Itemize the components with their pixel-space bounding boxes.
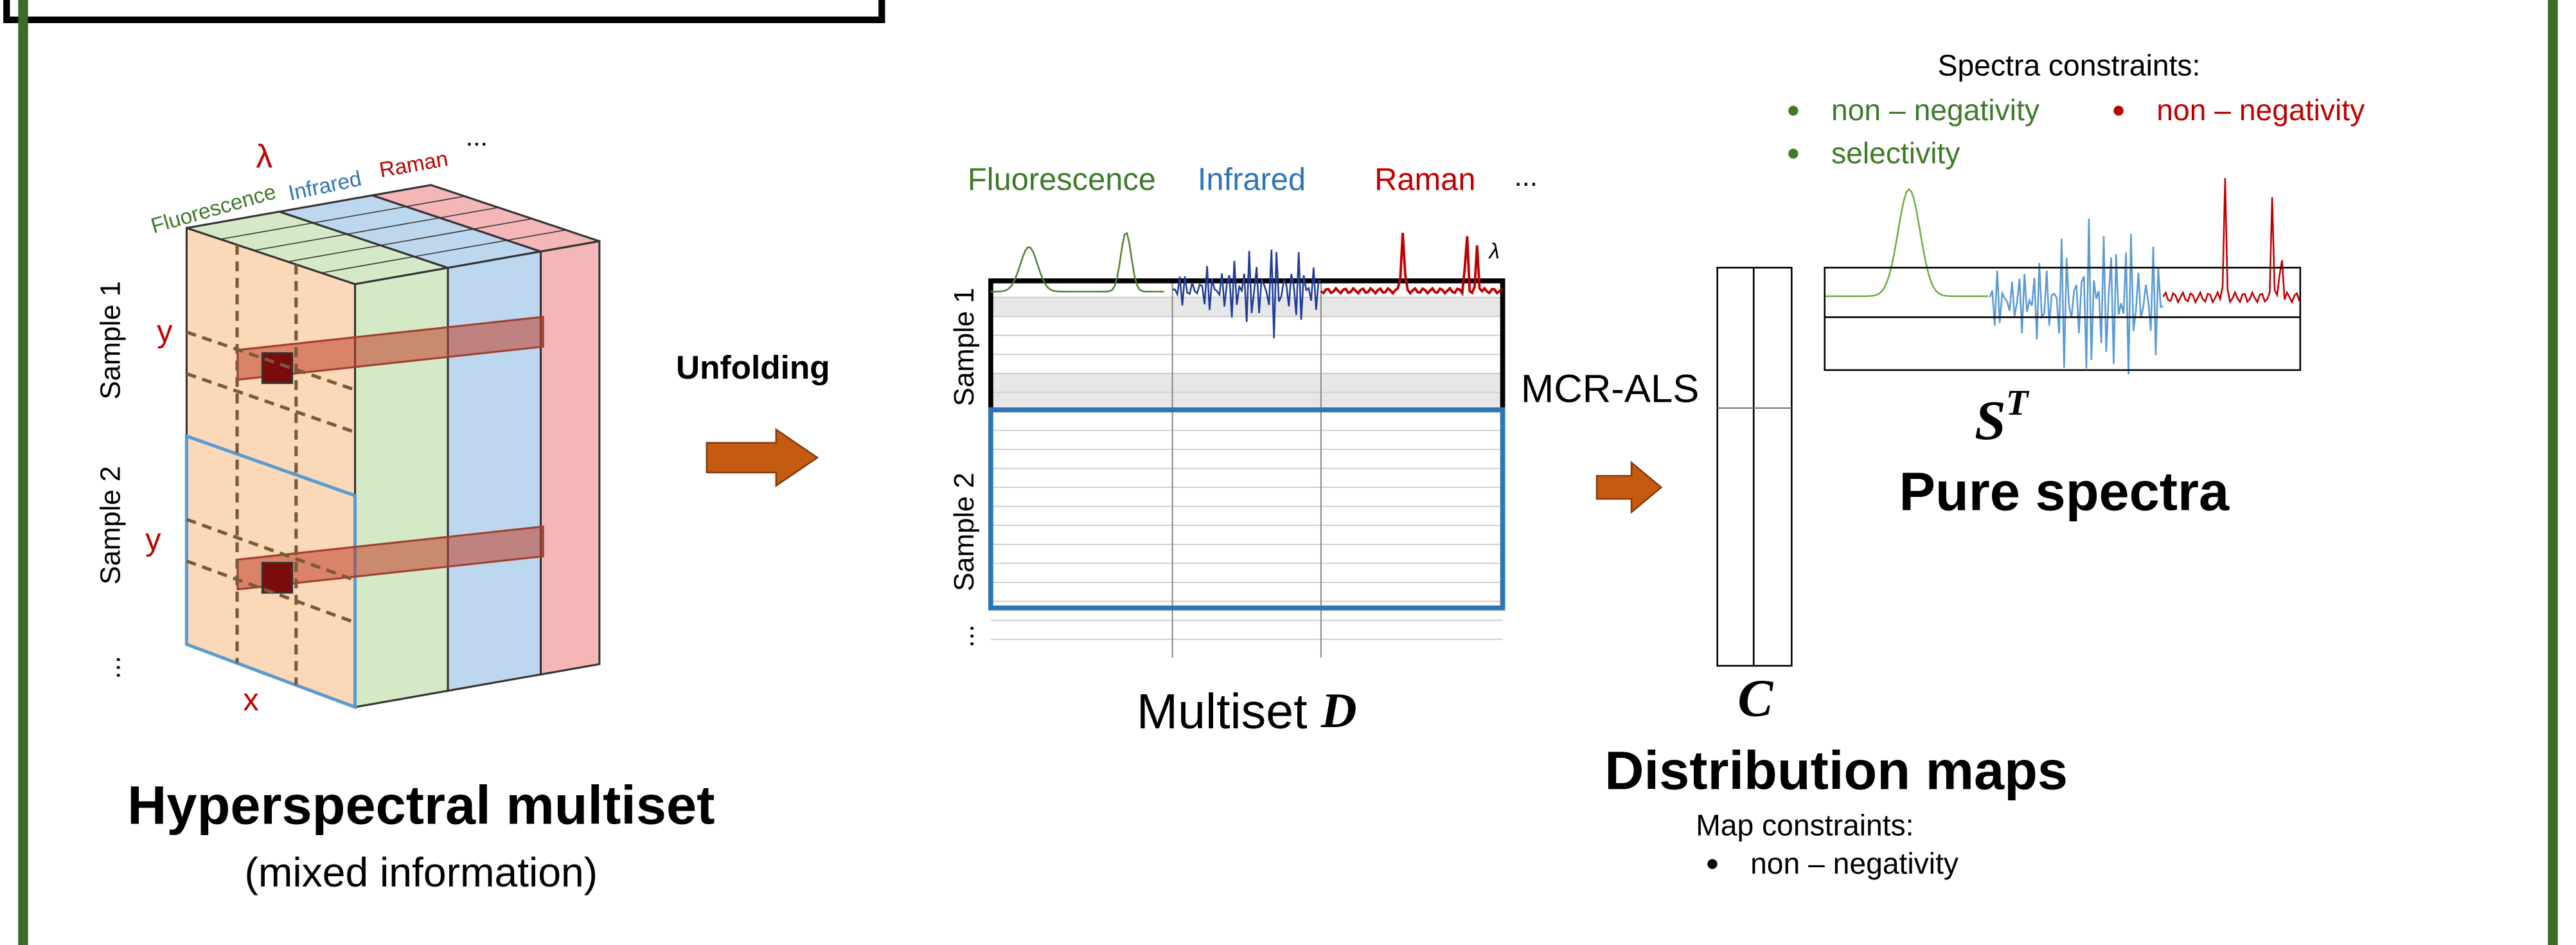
s-matrix — [1824, 267, 2302, 371]
sample-label: Sample 1 — [948, 287, 980, 406]
arrow — [1595, 460, 1663, 514]
panel-title: Hyperspectral multiset — [127, 775, 715, 836]
axis-label: x — [243, 683, 258, 717]
dash — [186, 330, 356, 392]
modality: ... — [1515, 161, 1538, 192]
side-slab — [447, 250, 542, 692]
slab-line — [220, 222, 314, 240]
maps-title: Distribution maps — [1604, 740, 2068, 801]
modality: Fluorescence — [968, 163, 1156, 197]
cube — [184, 184, 601, 710]
c-symbol: C — [1737, 669, 1773, 728]
modality: ... — [466, 122, 488, 152]
lambda: λ — [1488, 240, 1500, 264]
matrix — [988, 231, 1506, 658]
bullet — [1788, 148, 1799, 159]
slab-line — [380, 228, 474, 246]
spectra — [1824, 178, 2300, 375]
caption-symbol: D — [1320, 682, 1357, 737]
modality: Raman — [378, 147, 450, 183]
side-slab — [540, 240, 601, 676]
constraints-title: Map constraints: — [1696, 809, 1914, 842]
top-box — [3, 0, 885, 23]
constraint: non – negativity — [1750, 847, 1959, 880]
s-superscript: T — [2006, 383, 2030, 423]
slab-line — [313, 206, 407, 224]
panel-subtitle: (mixed information) — [244, 849, 598, 896]
arrow — [706, 428, 819, 487]
dash — [186, 518, 356, 582]
modality: Raman — [1374, 163, 1475, 197]
s-base: S — [1975, 389, 2006, 451]
sample-label: ... — [948, 624, 980, 647]
axis-label: y — [145, 523, 161, 557]
slab-line — [414, 240, 508, 257]
axis-label: y — [157, 314, 173, 349]
slab-line — [473, 218, 533, 230]
slab-line — [321, 256, 414, 274]
spectrum — [1989, 218, 2163, 375]
dash — [186, 559, 356, 624]
constraint: non – negativity — [2156, 93, 2365, 127]
row-band — [990, 373, 1503, 407]
pixel — [261, 562, 294, 594]
sample-label: Sample 2 — [948, 473, 980, 591]
dash — [186, 372, 356, 434]
lambda: λ — [256, 137, 272, 174]
modality: Infrared — [1198, 163, 1306, 197]
bullet — [2113, 105, 2124, 116]
method-label: MCR-ALS — [1521, 366, 1699, 411]
arrow-label: Unfolding — [676, 348, 830, 386]
slab-line — [254, 233, 347, 251]
sample-label: ... — [94, 656, 126, 679]
sample2-face — [184, 433, 357, 710]
sample2-block — [988, 407, 1506, 611]
spectra-title: Pure spectra — [1899, 460, 2230, 521]
sample-label: Sample 2 — [94, 466, 126, 585]
spectrum — [990, 231, 1164, 292]
spectrum — [1824, 188, 1989, 298]
bullet — [1788, 105, 1799, 116]
spectrum — [2162, 178, 2300, 305]
s-symbol: ST — [1975, 383, 2030, 451]
spectrum — [1172, 249, 1322, 339]
slab-line — [440, 207, 499, 219]
constraint: non – negativity — [1831, 93, 2040, 127]
slab-line — [346, 217, 440, 235]
slab-line — [405, 195, 465, 208]
constraints-title: Spectra constraints: — [1938, 49, 2201, 82]
constraint: selectivity — [1831, 136, 1960, 170]
slab-line — [507, 229, 566, 241]
matrix-caption: Multiset D — [1137, 682, 1357, 739]
sample-label: Sample 1 — [94, 281, 126, 399]
slab-line — [287, 244, 381, 262]
bullet — [1707, 859, 1718, 869]
spectrum — [1320, 233, 1503, 297]
caption-text: Multiset — [1137, 684, 1321, 739]
